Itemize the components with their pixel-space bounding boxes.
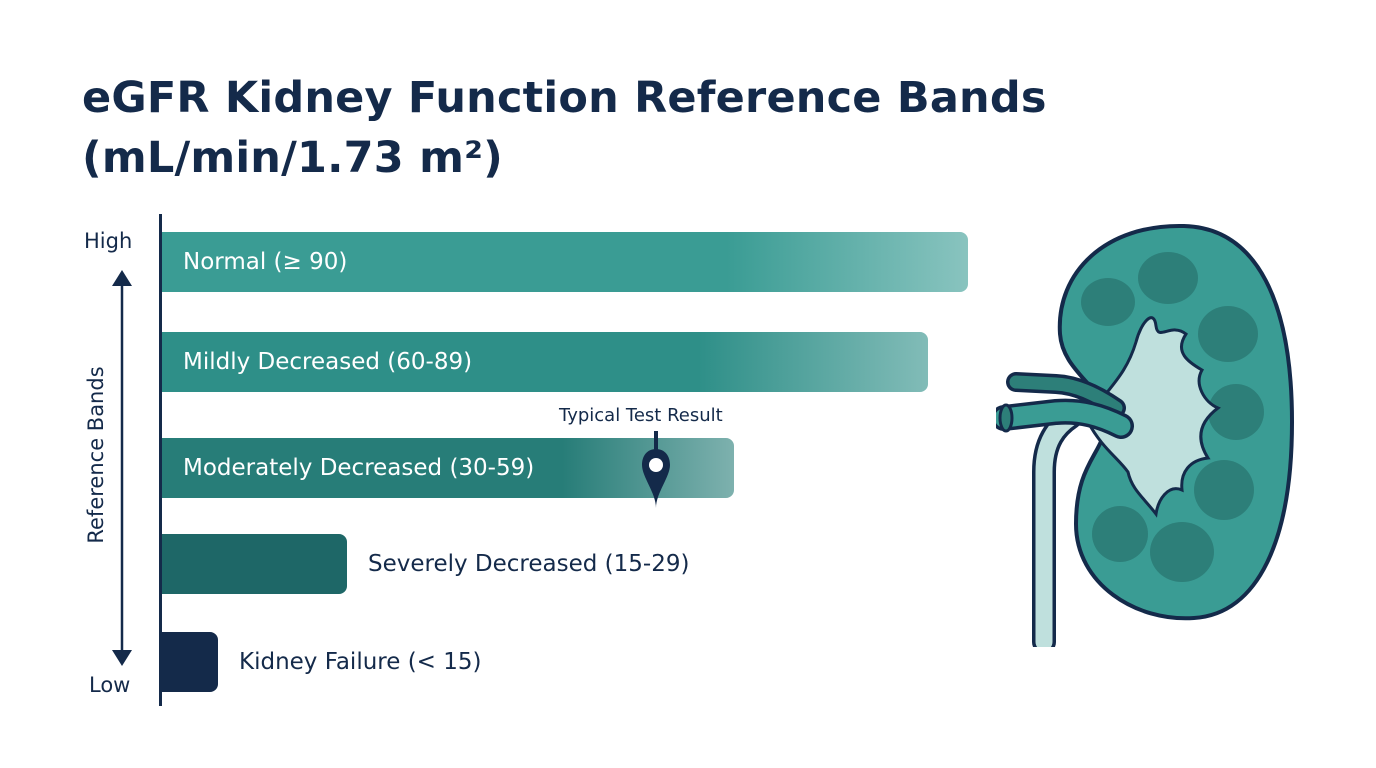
- y-axis-line: [159, 214, 162, 706]
- y-axis-title: Reference Bands: [84, 366, 108, 544]
- typical-result-annotation: Typical Test Result: [559, 405, 723, 426]
- bar-3: Moderately Decreased (30-59): [162, 438, 734, 498]
- bar-label-2: Mildly Decreased (60-89): [183, 349, 473, 375]
- bar-5: Kidney Failure (< 15): [162, 632, 482, 692]
- bar-label-5: Kidney Failure (< 15): [239, 649, 482, 675]
- chart-title: eGFR Kidney Function Reference Bands (mL…: [82, 73, 1047, 183]
- axis-high-label: High: [84, 229, 133, 253]
- kidney-icon: [996, 223, 1295, 647]
- bar-label-4: Severely Decreased (15-29): [368, 551, 690, 577]
- double-arrow-icon: [112, 270, 132, 666]
- bar-label-3: Moderately Decreased (30-59): [183, 455, 535, 481]
- bar-2: Mildly Decreased (60-89): [162, 332, 928, 392]
- bar-label-1: Normal (≥ 90): [183, 249, 348, 275]
- bar-4: Severely Decreased (15-29): [162, 534, 689, 594]
- location-pin-icon: [642, 431, 670, 508]
- axis-low-label: Low: [89, 673, 131, 697]
- bar-1: Normal (≥ 90): [162, 232, 968, 292]
